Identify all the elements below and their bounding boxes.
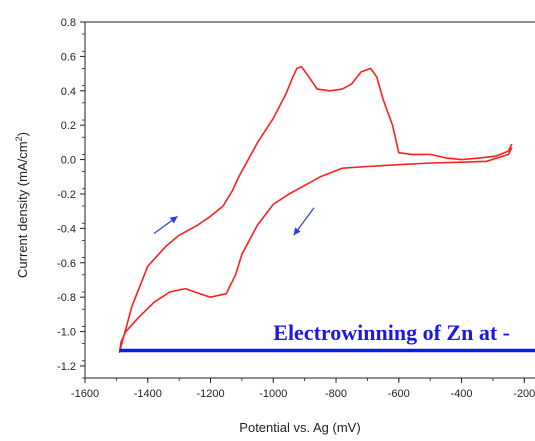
x-tick-label: -800: [325, 388, 347, 400]
y-tick-label: 0.4: [61, 86, 76, 98]
x-tick-label: -600: [388, 388, 410, 400]
y-tick-label: -0.6: [57, 258, 76, 270]
y-tick-label: -0.8: [57, 292, 76, 304]
y-tick-label: 0.2: [61, 120, 76, 132]
y-axis-title-main: Current density (mA/cm: [15, 141, 30, 278]
x-tick-label: -1400: [134, 388, 162, 400]
annotation-text: Electrowinning of Zn at -: [273, 320, 510, 345]
y-tick-label: 0.8: [61, 17, 76, 29]
x-tick-label: -1200: [196, 388, 224, 400]
x-tick-label: -1000: [259, 388, 287, 400]
cv-curve: [118, 65, 513, 354]
sweep-direction-arrow: [153, 215, 178, 235]
y-tick-label: 0.6: [61, 51, 76, 63]
x-tick-label: -400: [451, 388, 473, 400]
y-tick-label: -0.2: [57, 189, 76, 201]
y-tick-label: -0.4: [57, 223, 76, 235]
y-tick-label: -1.0: [57, 327, 76, 339]
x-axis-title: Potential vs. Ag (mV): [239, 420, 360, 435]
y-tick-label: -1.2: [57, 361, 76, 373]
x-tick-label: -1600: [71, 388, 99, 400]
x-tick-label: -200: [513, 388, 535, 400]
y-axis-title: Current density (mA/cm2): [14, 132, 30, 278]
y-axis-title-tail: ): [15, 132, 30, 136]
y-axis-title-sup: 2: [14, 136, 24, 141]
y-tick-label: 0.0: [61, 155, 76, 167]
sweep-direction-arrow: [293, 207, 315, 236]
